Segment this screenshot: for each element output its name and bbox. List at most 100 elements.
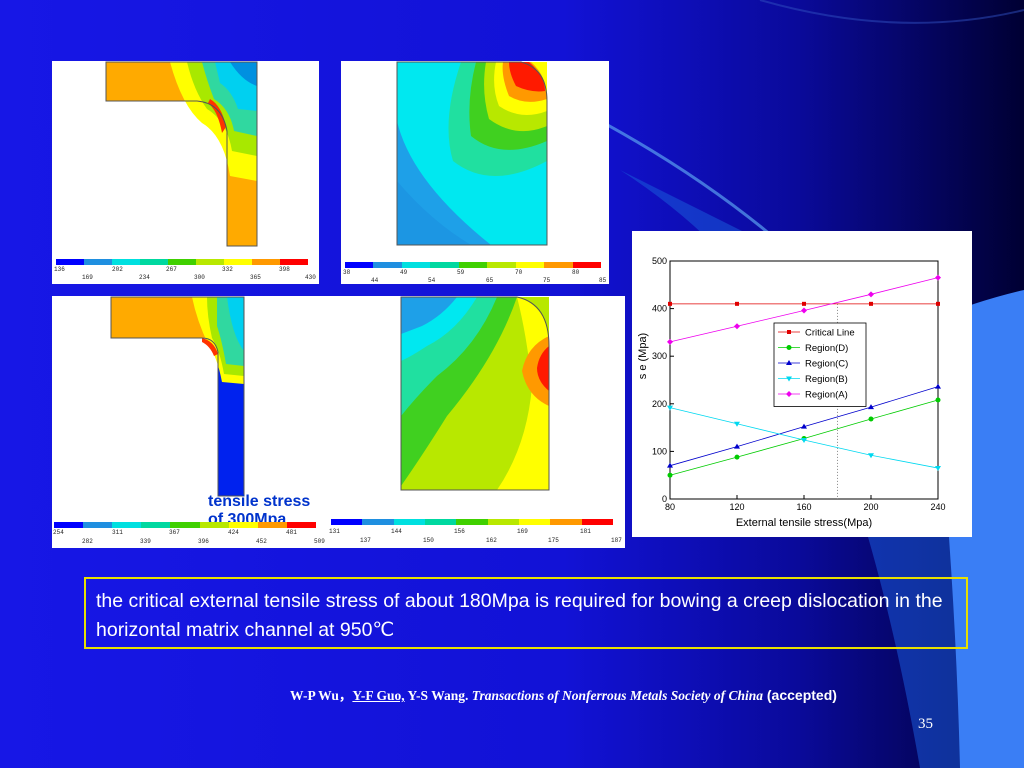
data-point (787, 330, 791, 334)
tick: 339 (140, 538, 151, 545)
colorbar-swatch (141, 522, 171, 528)
data-point (801, 437, 807, 443)
tick: 509 (314, 538, 325, 545)
tick: 481 (286, 529, 297, 536)
tick: 398 (279, 266, 290, 273)
tick: 267 (166, 266, 177, 273)
colorbar-swatch (572, 262, 601, 268)
x-tick-label: 240 (930, 502, 945, 512)
colorbar-swatch (56, 259, 84, 265)
colorbar-swatch (373, 262, 402, 268)
legend-label: Region(C) (805, 359, 848, 370)
contour-image-4 (400, 296, 550, 491)
colorbar-swatch (54, 522, 84, 528)
colorbar-swatch (424, 519, 457, 525)
legend-label: Critical Line (805, 328, 855, 339)
tick: 156 (454, 528, 465, 535)
tick: 75 (543, 277, 551, 284)
y-tick-label: 200 (652, 399, 667, 409)
colorbar-swatch (487, 519, 519, 525)
colorbar-swatch (550, 519, 582, 525)
y-axis-label: s e (Mpa) (637, 333, 649, 379)
data-point (786, 360, 792, 365)
chart-svg: 80 120 160 200 240 0 100 200 300 400 500 External t… (637, 256, 946, 529)
data-point (868, 453, 874, 459)
data-point (868, 404, 874, 410)
colorbar-swatch (228, 522, 258, 528)
data-point (935, 383, 941, 389)
tick: 80 (572, 269, 580, 276)
citation-authors: W-P Wu， (290, 688, 353, 703)
colorbar-3 (54, 522, 316, 528)
colorbar-swatch (544, 262, 573, 268)
colorbar-swatch (581, 519, 613, 525)
citation-status: (accepted) (763, 687, 837, 703)
colorbar-swatch (487, 262, 516, 268)
colorbar-swatch (112, 259, 140, 265)
colorbar-swatch (170, 522, 200, 528)
colorbar-swatch (84, 259, 112, 265)
data-point (869, 301, 873, 306)
tick: 332 (222, 266, 233, 273)
colorbar-swatch (458, 262, 488, 268)
data-point (667, 338, 673, 345)
data-point (734, 454, 740, 460)
data-point (935, 274, 941, 281)
tick: 136 (54, 266, 65, 273)
fem-contour-plot-4: 131 144 156 169 181 137 150 162 175 187 (327, 296, 625, 548)
data-point (868, 416, 874, 422)
citation-author-underlined: Y-F Guo, (352, 688, 405, 703)
conclusion-textbox: the critical external tensile stress of … (84, 577, 968, 649)
y-tick-label: 0 (662, 494, 667, 504)
tick: 85 (599, 277, 607, 284)
data-point (786, 345, 792, 350)
y-tick-label: 100 (652, 446, 667, 456)
tick: 234 (139, 274, 150, 281)
colorbar-swatch (515, 262, 545, 268)
colorbar-swatch (252, 259, 280, 265)
tick: 254 (53, 529, 64, 536)
colorbar-swatch (257, 522, 287, 528)
tick: 424 (228, 529, 239, 536)
data-point (786, 391, 792, 397)
fem-contour-plot-1: 136 202 267 332 398 169 234 300 365 430 (52, 61, 319, 284)
tick: 396 (198, 538, 209, 545)
data-point (734, 443, 740, 449)
tick: 65 (486, 277, 494, 284)
colorbar-swatch (199, 522, 229, 528)
y-tick-label: 300 (652, 351, 667, 361)
data-point (935, 397, 941, 403)
page-number: 35 (918, 716, 933, 732)
y-tick-label: 400 (652, 304, 667, 314)
data-point (667, 405, 673, 411)
data-point (667, 472, 673, 478)
fem-contour-plot-3: tensile stress of 300Mpa 254 311 367 424… (52, 296, 327, 548)
tick: 169 (517, 528, 528, 535)
tick: 59 (457, 269, 465, 276)
tick: 137 (360, 537, 371, 544)
colorbar-swatch (401, 262, 431, 268)
y-tick-label: 500 (652, 256, 667, 266)
tick: 169 (82, 274, 93, 281)
colorbar-swatch (362, 519, 394, 525)
colorbar-swatch (280, 259, 308, 265)
tick: 49 (400, 269, 408, 276)
tick: 187 (611, 537, 622, 544)
colorbar-swatch (112, 522, 142, 528)
data-point (735, 301, 739, 306)
legend-label: Region(D) (805, 343, 848, 354)
tick: 38 (343, 269, 351, 276)
data-point (801, 307, 807, 314)
data-point (734, 421, 740, 427)
citation-journal: Transactions of Nonferrous Metals Societ… (468, 688, 763, 703)
colorbar-swatch (83, 522, 113, 528)
colorbar-swatch (345, 262, 374, 268)
colorbar-4 (331, 519, 613, 525)
contour-image-1 (105, 61, 258, 247)
colorbar-2 (345, 262, 601, 268)
colorbar-swatch (168, 259, 196, 265)
tick: 150 (423, 537, 434, 544)
tick: 70 (515, 269, 523, 276)
x-tick-label: 120 (729, 502, 744, 512)
x-tick-label: 200 (863, 502, 878, 512)
